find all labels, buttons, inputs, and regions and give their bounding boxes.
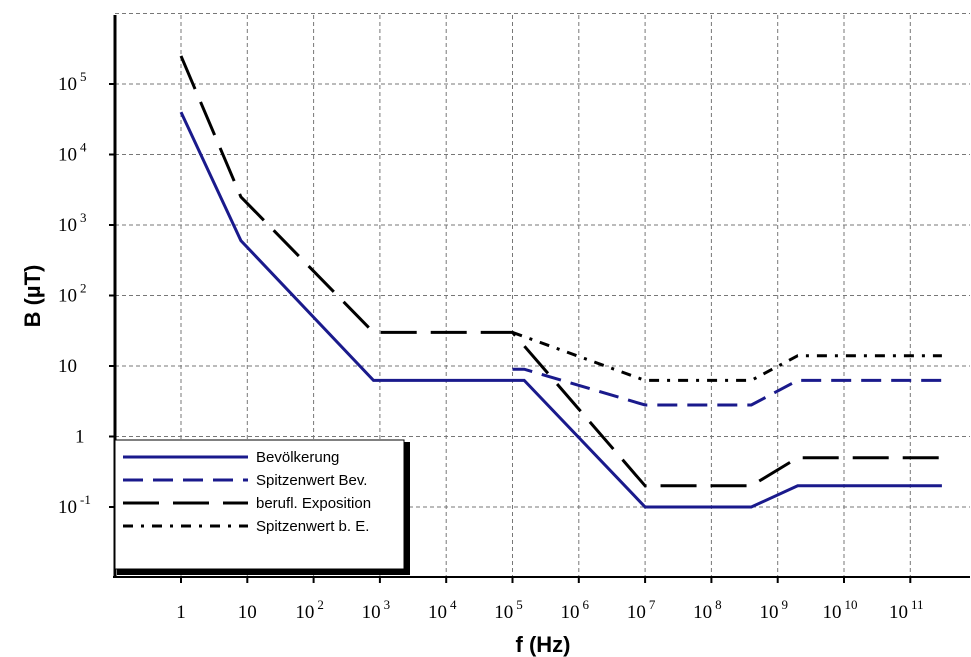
y-tick-label-exponent: 5 [80, 69, 87, 84]
legend-label: Spitzenwert b. E. [256, 518, 369, 535]
x-tick-label-exponent: 9 [781, 597, 788, 612]
x-tick-label-exponent: 10 [845, 597, 858, 612]
x-tick-label-exponent: 8 [715, 597, 722, 612]
legend: Bevölkerung Spitzenwert Bev. berufl. Expos… [114, 439, 410, 575]
x-tick-label-exponent: 4 [450, 597, 457, 612]
series-line-3 [179, 55, 942, 488]
y-tick-label: 10 [58, 356, 77, 377]
x-tick-label-exponent: 6 [583, 597, 590, 612]
x-tick-label-exponent: 11 [911, 597, 924, 612]
legend-label: Bevölkerung [256, 449, 339, 466]
x-tick-labels: 1 10 10 2 10 3 10 4 10 5 10 6 10 7 10 8 10 9 10 10 10 11 [176, 597, 923, 623]
y-tick-label: 1 [75, 427, 85, 448]
x-tick-label-exponent: 2 [317, 597, 324, 612]
legend-items: Bevölkerung Spitzenwert Bev. berufl. Expos… [123, 449, 371, 535]
y-tick-label-exponent: 4 [80, 140, 87, 155]
x-tick-label: 10 4 [428, 597, 457, 623]
y-tick-label-exponent: 3 [80, 210, 87, 225]
x-axis-label: f (Hz) [516, 632, 571, 657]
x-tick-label-exponent: 7 [649, 597, 656, 612]
x-tick-label: 10 8 [693, 597, 722, 623]
x-tick-label: 1 [176, 602, 186, 623]
series-line-4 [511, 330, 942, 382]
series-line-1 [179, 111, 942, 509]
y-axis-label: B (µT) [20, 265, 45, 328]
y-tick-label-exponent: -1 [80, 492, 91, 507]
x-tick-label: 10 [238, 602, 257, 623]
legend-label: berufl. Exposition [256, 495, 371, 512]
legend-box [114, 439, 405, 570]
x-tick-label: 10 11 [889, 597, 924, 623]
series-line-2 [512, 367, 942, 407]
x-tick-label-exponent: 5 [516, 597, 523, 612]
y-tick-label-exponent: 2 [80, 281, 87, 296]
series-lines [179, 55, 942, 509]
x-tick-label-exponent: 3 [384, 597, 391, 612]
legend-label: Spitzenwert Bev. [256, 472, 367, 489]
